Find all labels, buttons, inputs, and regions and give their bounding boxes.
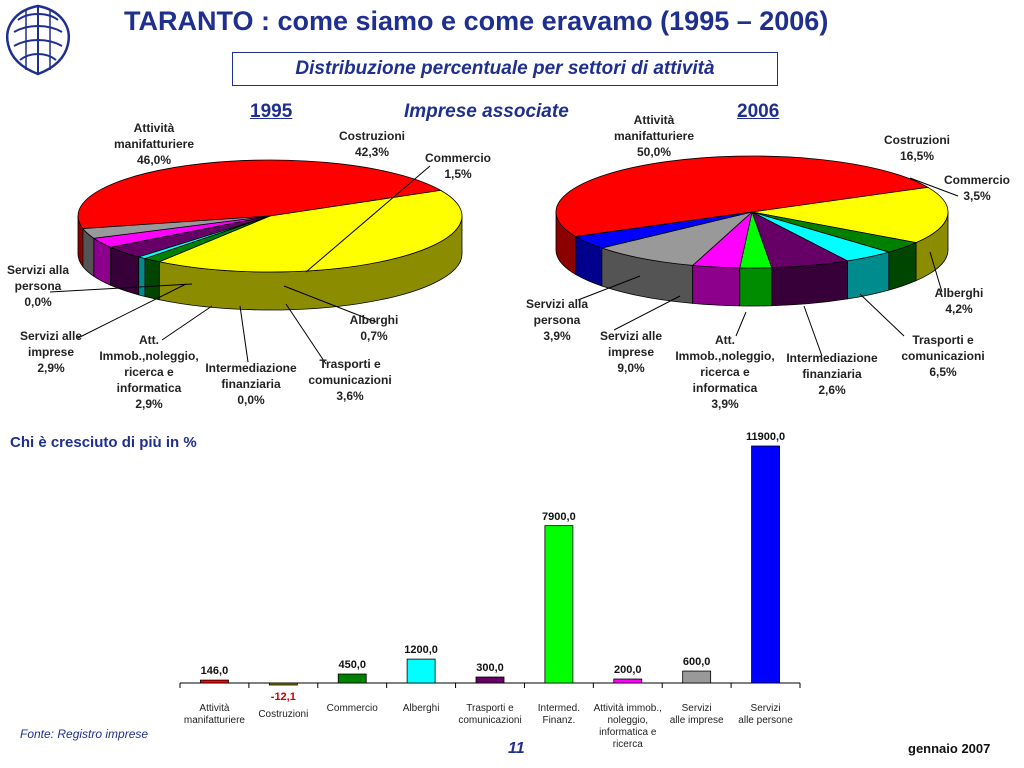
source-note: Fonte: Registro imprese bbox=[20, 727, 149, 741]
bar-chart-title: Chi è cresciuto di più in % bbox=[10, 434, 197, 451]
bar-8 bbox=[751, 445, 780, 684]
bar-6 bbox=[613, 678, 643, 684]
bar-category-label-6: Attività immob., noleggio, informatica e… bbox=[593, 703, 662, 750]
pie-slice-manifatturiere bbox=[77, 159, 442, 230]
leader-line-12 bbox=[613, 295, 681, 331]
date-label: gennaio 2007 bbox=[908, 741, 991, 756]
leader-line-11 bbox=[735, 311, 747, 337]
slice-label-2006-servizi_imprese: Servizi alle imprese 9,0% bbox=[599, 329, 663, 375]
slice-label-1995-intermediazione: Intermediazione finanziaria 0,0% bbox=[205, 361, 297, 407]
leader-line-1 bbox=[77, 283, 187, 339]
pie-1995-title: 1995 bbox=[250, 101, 293, 122]
bar-value-label-6: 200,0 bbox=[614, 664, 642, 677]
bar-2 bbox=[337, 673, 367, 684]
pie-side-intermediazione bbox=[739, 267, 773, 307]
leader-line-8 bbox=[929, 251, 943, 293]
bar-value-label-8: 11900,0 bbox=[745, 431, 786, 443]
bar-category-label-8: Servizi alle persone bbox=[738, 703, 793, 726]
pie-1995 bbox=[77, 159, 463, 311]
slice-label-2006-costruzioni: Costruzioni 16,5% bbox=[884, 133, 950, 163]
pie-slice-servizi_persona bbox=[574, 211, 753, 249]
slice-label-2006-manifatturiere: Attività manifatturiere 50,0% bbox=[613, 113, 695, 159]
leader-line-2 bbox=[161, 305, 213, 341]
bar-value-label-1: -12,1 bbox=[270, 691, 296, 703]
bar-0 bbox=[200, 679, 229, 684]
slice-label-2006-servizi_persona: Servizi alla persona 3,9% bbox=[525, 297, 589, 343]
pie-side-commercio bbox=[144, 258, 160, 301]
slice-label-1995-servizi_persona: Servizi alla persona 0,0% bbox=[6, 263, 70, 309]
leader-line-3 bbox=[239, 305, 249, 363]
bar-chart bbox=[179, 445, 801, 688]
bar-category-label-2: Commercio bbox=[326, 703, 378, 714]
page-title: TARANTO : come siamo e come eravamo (199… bbox=[124, 6, 829, 36]
bar-category-label-5: Intermed. Finanz. bbox=[537, 703, 580, 726]
slice-label-2006-trasporti: Trasporti e comunicazioni 6,5% bbox=[901, 333, 985, 379]
pie-2006-title: 2006 bbox=[737, 101, 780, 122]
leader-line-0 bbox=[305, 165, 431, 273]
leader-line-10 bbox=[803, 305, 823, 357]
slice-label-1995-alberghi: Alberghi 0,7% bbox=[349, 313, 399, 343]
pie-slice-manifatturiere bbox=[555, 155, 930, 237]
bar-value-label-0: 146,0 bbox=[200, 665, 229, 678]
page-number: 11 bbox=[508, 740, 525, 757]
slice-label-2006-intermediazione: Intermediazione finanziaria 2,6% bbox=[786, 351, 878, 397]
leader-lines bbox=[49, 165, 959, 365]
leader-line-5 bbox=[283, 285, 377, 323]
slice-label-1995-immobiliare: Att. Immob.,noleggio, ricerca e informat… bbox=[99, 333, 199, 411]
pie-side-immobiliare bbox=[692, 264, 741, 307]
bar-value-label-7: 600,0 bbox=[682, 656, 711, 669]
bar-1 bbox=[268, 682, 298, 686]
slice-label-1995-commercio: Commercio 1,5% bbox=[424, 151, 492, 181]
pie-side-alberghi bbox=[138, 256, 146, 298]
slice-label-2006-alberghi: Alberghi 4,2% bbox=[934, 286, 984, 316]
pie-slice-costruzioni bbox=[751, 186, 949, 244]
pie-slice-servizi_imprese bbox=[600, 211, 753, 266]
bar-category-label-7: Servizi alle imprese bbox=[669, 703, 724, 726]
leader-line-7 bbox=[909, 177, 959, 197]
bar-value-label-4: 300,0 bbox=[476, 662, 504, 675]
slice-label-1995-servizi_imprese: Servizi alle imprese 2,9% bbox=[19, 329, 83, 375]
pie-slice-costruzioni bbox=[157, 189, 463, 273]
slice-label-2006-immobiliare: Att. Immob.,noleggio, ricerca e informat… bbox=[675, 333, 775, 411]
center-label: Imprese associate bbox=[404, 101, 569, 122]
leader-line-4 bbox=[285, 303, 327, 365]
bar-value-label-3: 1200,0 bbox=[404, 644, 438, 657]
bar-7 bbox=[682, 670, 712, 684]
bar-value-label-2: 450,0 bbox=[338, 659, 366, 672]
bar-category-label-4: Trasporti e comunicazioni bbox=[458, 703, 522, 726]
slice-label-1995-costruzioni: Costruzioni 42,3% bbox=[339, 129, 405, 159]
pie-2006 bbox=[555, 155, 949, 307]
leader-line-9 bbox=[859, 293, 905, 337]
logo-icon bbox=[5, 4, 71, 76]
subtitle-box: Distribuzione percentuale per settori di… bbox=[232, 52, 778, 86]
bar-value-label-5: 7900,0 bbox=[542, 510, 576, 523]
bar-4 bbox=[475, 676, 505, 684]
bar-category-label-0: Attività manifatturiere bbox=[183, 703, 245, 726]
leader-line-6 bbox=[49, 283, 193, 293]
slice-label-1995-manifatturiere: Attività manifatturiere 46,0% bbox=[113, 121, 195, 167]
slice-label-1995-trasporti: Trasporti e comunicazioni 3,6% bbox=[308, 357, 392, 403]
bar-category-label-3: Alberghi bbox=[402, 703, 440, 714]
bar-category-label-1: Costruzioni bbox=[258, 709, 309, 720]
slice-label-2006-commercio: Commercio 3,5% bbox=[943, 173, 1011, 203]
bar-5 bbox=[544, 525, 574, 684]
bar-3 bbox=[406, 658, 436, 684]
leader-line-13 bbox=[577, 275, 641, 301]
pie-slice-servizi_imprese bbox=[82, 215, 271, 239]
